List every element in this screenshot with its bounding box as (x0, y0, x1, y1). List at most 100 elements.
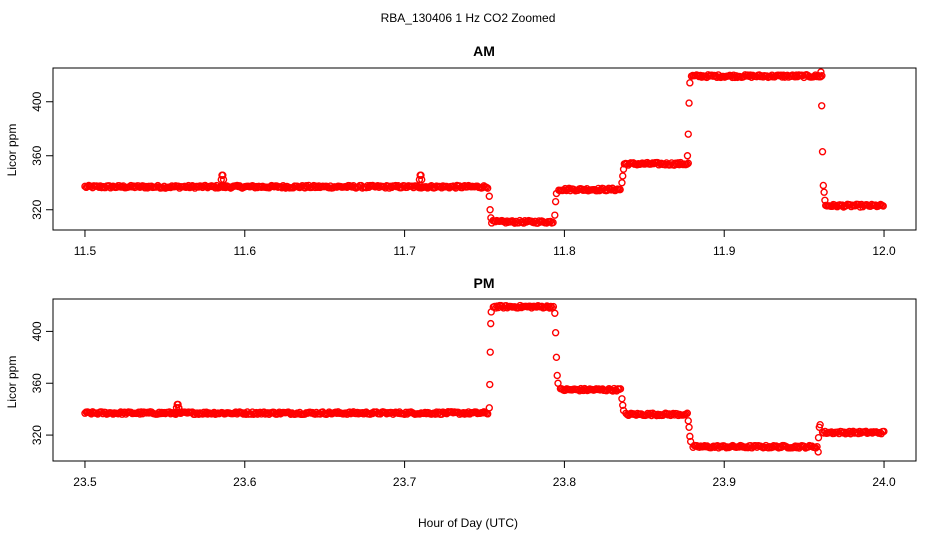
am-transition-point (817, 68, 825, 76)
pm-y-tick-label: 400 (30, 321, 44, 341)
pm-data-point (549, 302, 558, 311)
am-spike-point (217, 175, 225, 184)
pm-x-tick-label: 23.5 (73, 475, 97, 489)
pm-transition-point (816, 421, 824, 429)
am-transition-point (551, 211, 559, 219)
pm-spike-point (174, 400, 182, 409)
am-transition-point (820, 188, 828, 196)
am-spike-point (219, 171, 227, 179)
am-data-point (549, 218, 557, 227)
am-transition-point (618, 179, 626, 187)
pm-transition-point (485, 404, 493, 412)
am-x-tick-label: 11.9 (713, 244, 736, 258)
am-spike-point (417, 171, 425, 179)
pm-transition-point (551, 309, 559, 317)
panel-pm-frame (52, 298, 917, 462)
panel-am-points (81, 68, 887, 227)
am-transition-point (819, 181, 828, 190)
am-y-tick-label: 360 (30, 145, 44, 165)
panel-pm-ylabel: Licor ppm (5, 356, 19, 409)
pm-transition-point (486, 348, 494, 356)
pm-x-tick-label: 23.9 (713, 475, 737, 489)
am-spike-point (414, 183, 423, 191)
pm-transition-point (552, 353, 561, 362)
pm-x-tick-label: 24.0 (872, 475, 896, 489)
pm-data-point (880, 427, 888, 436)
pm-transition-point (487, 319, 495, 328)
am-x-tick-label: 11.6 (234, 244, 257, 258)
am-spike-point (219, 175, 228, 184)
pm-transition-point (554, 379, 562, 387)
figure-xlabel: Hour of Day (UTC) (418, 516, 518, 530)
am-data-point (879, 202, 887, 210)
panel-pm-title: PM (474, 275, 495, 291)
panel-am-title: AM (473, 43, 495, 59)
pm-data-point (547, 302, 555, 311)
am-data-point (741, 71, 749, 79)
am-transition-point (818, 147, 827, 156)
pm-data-point (331, 408, 340, 416)
pm-x-tick-label: 23.7 (393, 475, 417, 489)
am-transition-point (685, 99, 693, 107)
pm-transition-point (551, 329, 560, 337)
pm-transition-point (814, 448, 822, 456)
am-spike-point (418, 175, 426, 184)
panel-am-frame (52, 67, 917, 231)
panel-am: AM Licor ppm 11.5 11.6 11.7 11.8 11.9 12.0 320… (5, 43, 917, 258)
am-x-tick-label: 12.0 (872, 244, 896, 258)
am-transition-point (619, 165, 628, 173)
am-spike-point (415, 175, 424, 184)
pm-x-tick-label: 23.8 (553, 475, 577, 489)
am-data-point (818, 72, 826, 80)
pm-transition-point (553, 371, 561, 380)
am-x-tick-label: 11.7 (393, 244, 416, 258)
panel-am-axes: 11.5 11.6 11.7 11.8 11.9 12.0 320 360 400 (30, 91, 896, 258)
am-data-point (141, 184, 149, 192)
pm-transition-point (685, 423, 693, 431)
pm-data-point (616, 385, 625, 393)
pm-transition-point (487, 308, 495, 316)
am-spike-point (418, 183, 427, 191)
pm-transition-point (619, 401, 627, 409)
am-data-point (758, 72, 766, 80)
am-transition-point (485, 192, 493, 200)
am-data-point (684, 159, 692, 167)
am-transition-point (487, 214, 495, 222)
am-transition-point (552, 189, 561, 198)
pm-y-tick-label: 360 (30, 373, 44, 393)
am-transition-point (818, 102, 826, 110)
am-spike-point (216, 183, 225, 191)
panel-pm-axes: 23.5 23.6 23.7 23.8 23.9 24.0 320 360 400 (30, 321, 896, 489)
am-data-point (484, 184, 492, 192)
pm-data-point (840, 428, 848, 436)
panel-pm-points (81, 301, 888, 456)
pm-x-tick-label: 23.6 (233, 475, 257, 489)
am-transition-point (821, 196, 829, 205)
am-transition-point (686, 79, 694, 87)
am-data-point (616, 185, 624, 194)
am-transition-point (683, 152, 692, 160)
am-y-tick-label: 400 (30, 91, 44, 111)
am-transition-point (551, 197, 560, 206)
pm-data-point (545, 304, 554, 312)
am-x-tick-label: 11.5 (74, 244, 97, 258)
panel-pm: PM Licor ppm 23.5 23.6 23.7 23.8 23.9 24.0 320… (5, 275, 917, 489)
am-spike-point (220, 183, 229, 191)
am-y-tick-label: 320 (30, 199, 44, 219)
panel-am-ylabel: Licor ppm (5, 124, 19, 177)
figure-title: RBA_130406 1 Hz CO2 Zoomed (381, 11, 556, 25)
pm-transition-point (814, 433, 823, 442)
pm-data-point (683, 409, 692, 417)
am-transition-point (619, 172, 627, 180)
pm-spike-point (175, 409, 184, 417)
am-transition-point (486, 206, 494, 214)
pm-transition-point (619, 406, 628, 415)
am-x-tick-label: 11.8 (553, 244, 576, 258)
pm-y-tick-label: 320 (30, 425, 44, 445)
pm-transition-point (486, 380, 494, 389)
pm-data-point (752, 441, 760, 450)
pm-transition-point (686, 437, 695, 446)
pm-transition-point (686, 432, 694, 441)
